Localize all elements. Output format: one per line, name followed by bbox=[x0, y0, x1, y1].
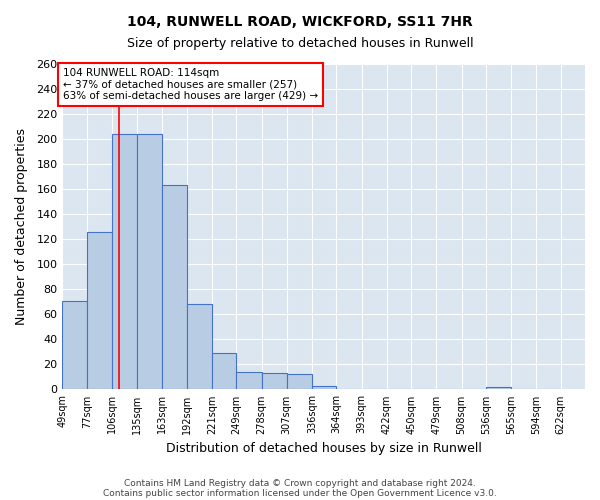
Bar bbox=[112, 134, 137, 390]
Bar bbox=[287, 374, 312, 390]
Y-axis label: Number of detached properties: Number of detached properties bbox=[15, 128, 28, 325]
Bar bbox=[187, 304, 212, 390]
Text: 104, RUNWELL ROAD, WICKFORD, SS11 7HR: 104, RUNWELL ROAD, WICKFORD, SS11 7HR bbox=[127, 15, 473, 29]
Bar bbox=[262, 373, 287, 390]
Bar bbox=[486, 387, 511, 390]
Bar bbox=[312, 386, 337, 390]
Bar bbox=[137, 134, 161, 390]
Text: Contains HM Land Registry data © Crown copyright and database right 2024.: Contains HM Land Registry data © Crown c… bbox=[124, 478, 476, 488]
Text: 104 RUNWELL ROAD: 114sqm
← 37% of detached houses are smaller (257)
63% of semi-: 104 RUNWELL ROAD: 114sqm ← 37% of detach… bbox=[63, 68, 318, 101]
Text: Contains public sector information licensed under the Open Government Licence v3: Contains public sector information licen… bbox=[103, 488, 497, 498]
Text: Size of property relative to detached houses in Runwell: Size of property relative to detached ho… bbox=[127, 38, 473, 51]
Bar bbox=[62, 300, 87, 390]
Bar bbox=[161, 186, 187, 390]
Bar bbox=[87, 232, 112, 390]
X-axis label: Distribution of detached houses by size in Runwell: Distribution of detached houses by size … bbox=[166, 442, 482, 455]
Bar bbox=[236, 372, 262, 390]
Bar bbox=[212, 353, 236, 390]
